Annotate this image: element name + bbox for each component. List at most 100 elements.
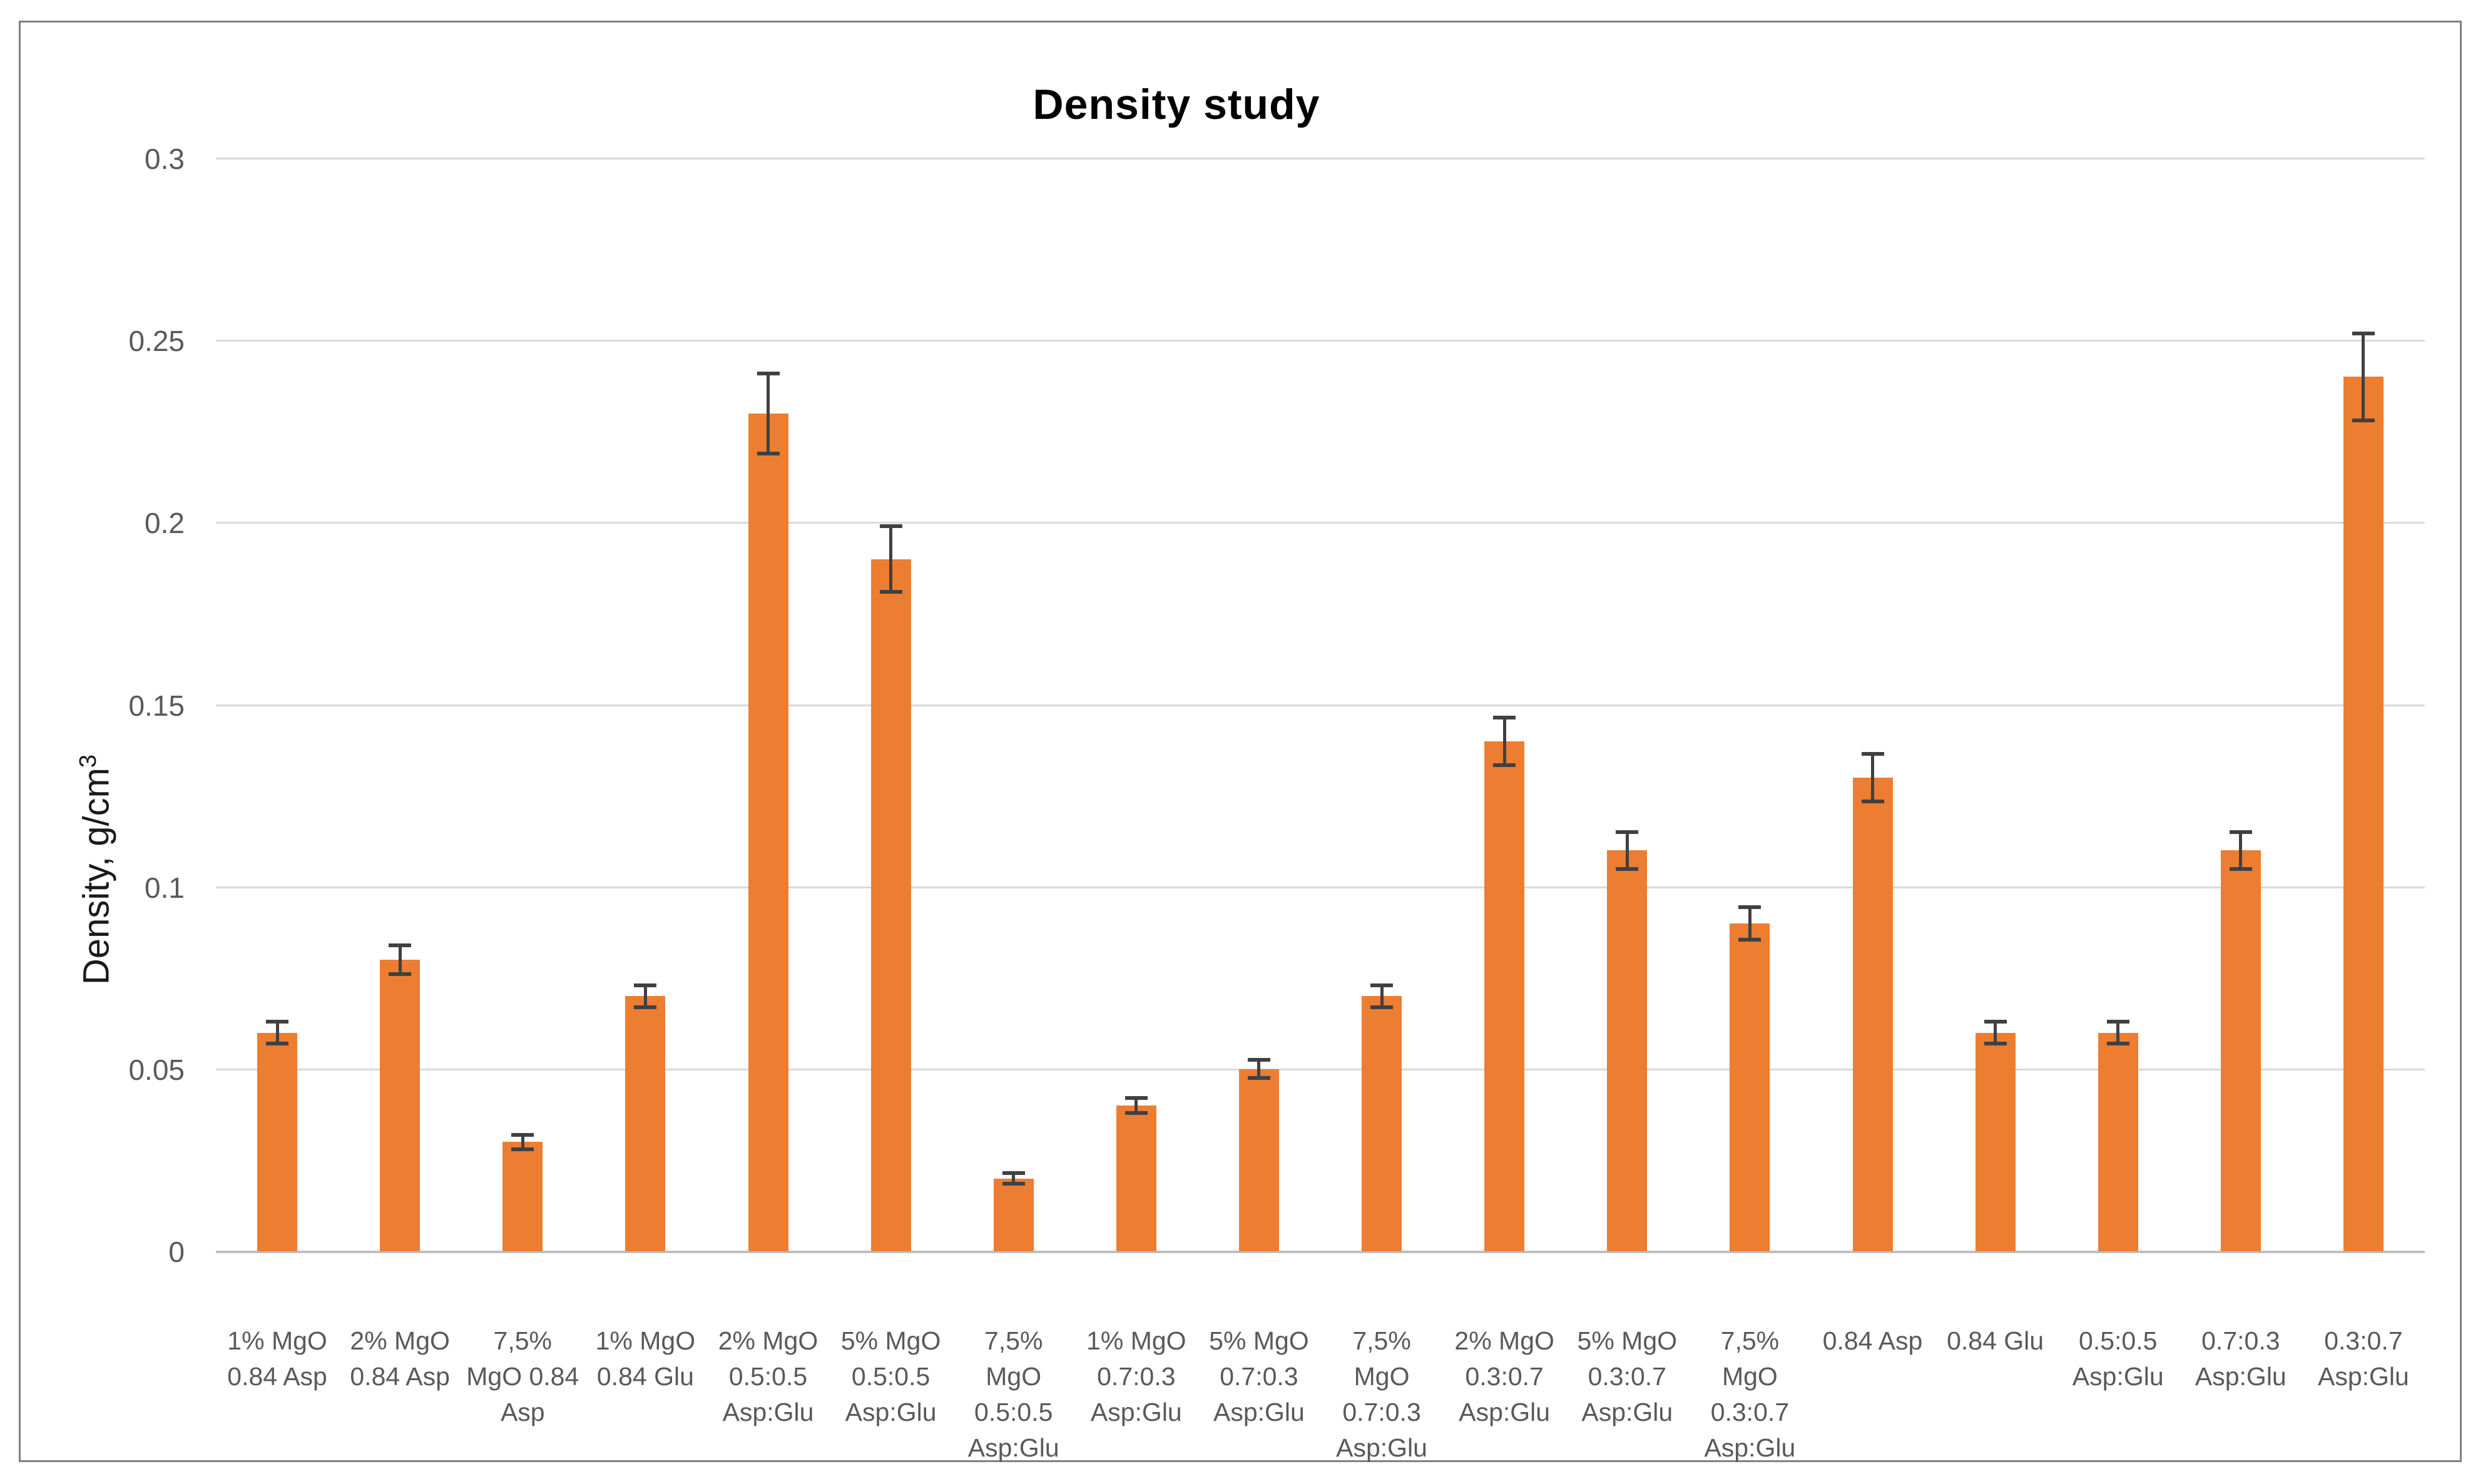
error-bar [398,945,402,975]
bar-3 [502,1142,543,1251]
error-bar-cap-bottom [1124,1110,1148,1115]
x-axis-label-line: 5% MgO [1209,1326,1309,1355]
error-bar [1380,985,1384,1007]
error-bar [2239,832,2243,869]
x-axis-label-line: 7,5% [984,1326,1043,1355]
x-axis-label-line: Asp:Glu [1704,1433,1796,1462]
bar-9 [1238,1069,1279,1251]
bar-4 [625,996,666,1251]
error-bar [521,1134,524,1149]
error-bar-cap-top [1247,1058,1270,1062]
x-axis-label-line: 0.7:0.3 [1097,1362,1176,1391]
x-axis-label-line: MgO [1721,1362,1778,1391]
x-axis-label-line: 0.3:0.7 [1465,1362,1544,1391]
error-bar [1502,717,1506,765]
error-bar-cap-top [2106,1020,2129,1024]
x-axis-label: 2% MgO 0.5:0.5 Asp:Glu [691,1323,845,1430]
x-axis-label: 1% MgO 0.84 Asp [200,1323,354,1395]
x-axis-label-line: Asp:Glu [2195,1362,2287,1391]
error-bar-cap-top [1370,983,1394,987]
x-axis-label-line: 5% MgO [840,1326,941,1355]
error-bar-cap-bottom [879,589,902,594]
x-axis-label-line: Asp:Glu [1459,1398,1551,1426]
error-bar-cap-bottom [1002,1182,1025,1186]
y-tick-label: 0.15 [128,689,185,722]
bar-8 [1116,1105,1156,1251]
x-axis-label-line: Asp:Glu [722,1398,814,1426]
error-bar-cap-top [1493,715,1516,719]
error-bar [275,1022,279,1044]
x-axis-line [216,1251,2425,1253]
plot-area: 0 0.05 0.1 0.15 0.2 0.25 0.3 1% MgO 0.84 Asp 2% M… [128,143,2425,1462]
error-bar-cap-bottom [1247,1076,1270,1080]
error-bar [889,526,893,592]
y-tick-label: 0.3 [145,143,185,175]
x-axis-label: 1% MgO 0.7:0.3 Asp:Glu [1059,1323,1213,1430]
error-bar-cap-top [634,983,657,987]
x-axis-label: 5% MgO 0.5:0.5 Asp:Glu [814,1323,968,1430]
error-bar [1625,832,1629,869]
bar-15 [1975,1032,2016,1251]
x-axis-label-line: 0.3:0.7 [1710,1398,1790,1426]
bar-5 [748,413,788,1251]
bar-2 [380,960,421,1251]
error-bar-cap-top [1861,752,1884,756]
error-bar-cap-top [1738,905,1762,909]
bar-7 [993,1178,1034,1251]
x-axis-label-line: 0.3:0.7 [1588,1362,1666,1391]
x-axis-label-line: 0.5:0.5 [851,1362,930,1391]
error-bar-cap-bottom [1493,763,1516,767]
y-tick-label: 0.05 [128,1053,185,1086]
x-axis-label-line: 2% MgO [718,1326,818,1355]
error-bar-cap-bottom [2229,867,2252,871]
x-axis-label-line: 0.7:0.3 [1220,1362,1298,1391]
error-bar [1994,1022,1997,1044]
error-bar-cap-bottom [1984,1042,2007,1046]
x-axis-label-line: 5% MgO [1577,1326,1678,1355]
error-bar-cap-bottom [511,1147,534,1151]
x-axis-label: 1% MgO 0.84 Glu [568,1323,722,1395]
error-bar [1012,1172,1016,1184]
x-axis-label: 0.84 Asp [1795,1323,1949,1359]
x-axis-label-line: Asp:Glu [2318,1362,2409,1391]
error-bar-cap-top [511,1132,534,1137]
error-bar [643,985,647,1007]
error-bar-cap-bottom [2106,1042,2129,1046]
error-bar [1748,907,1751,940]
y-tick-label: 0 [168,1236,185,1268]
x-axis-label: 2% MgO 0.84 Asp [323,1323,477,1395]
gridline [216,1068,2425,1070]
bar-6 [870,559,911,1251]
x-axis-label-line: Asp:Glu [1213,1398,1305,1426]
error-bar-cap-bottom [1861,799,1884,803]
x-axis-label: 5% MgO 0.7:0.3 Asp:Glu [1182,1323,1336,1430]
x-axis-label-line: 1% MgO [1086,1326,1186,1355]
x-axis-label-line: 7,5% [1720,1326,1780,1355]
x-axis-label-line: Asp:Glu [2072,1362,2164,1391]
bar-10 [1362,996,1402,1251]
bar-11 [1484,741,1525,1251]
x-axis-label: 0.84 Glu [1919,1323,2073,1359]
error-bar-cap-top [389,943,412,947]
x-axis-label-line: 2% MgO [1454,1326,1554,1355]
x-axis-label-line: Asp:Glu [1336,1433,1427,1462]
x-axis-label-line: MgO 0.84 [466,1362,579,1391]
x-axis-label: 5% MgO 0.3:0.7 Asp:Glu [1550,1323,1704,1430]
error-bar [2116,1022,2120,1044]
error-bar-cap-bottom [1616,867,1639,871]
error-bar-cap-bottom [2352,419,2375,423]
bar-1 [257,1032,298,1251]
bar-12 [1607,850,1648,1251]
x-axis-label-line: Asp [500,1398,545,1426]
x-axis-label: 7,5% MgO 0.3:0.7 Asp:Glu [1673,1323,1827,1466]
error-bar [1871,754,1874,801]
chart-title: Density study [1032,81,1320,128]
x-axis-label-line: 1% MgO [595,1326,696,1355]
x-axis-label: 0.3:0.7 Asp:Glu [2287,1323,2440,1395]
x-axis-label: 7,5% MgO 0.5:0.5 Asp:Glu [937,1323,1091,1466]
x-axis-label-line: 7,5% [1352,1326,1411,1355]
error-bar [1134,1098,1138,1113]
gridline [216,340,2425,342]
x-axis-label-line: Asp:Glu [967,1433,1059,1462]
x-axis-label: 0.5:0.5 Asp:Glu [2041,1323,2195,1395]
